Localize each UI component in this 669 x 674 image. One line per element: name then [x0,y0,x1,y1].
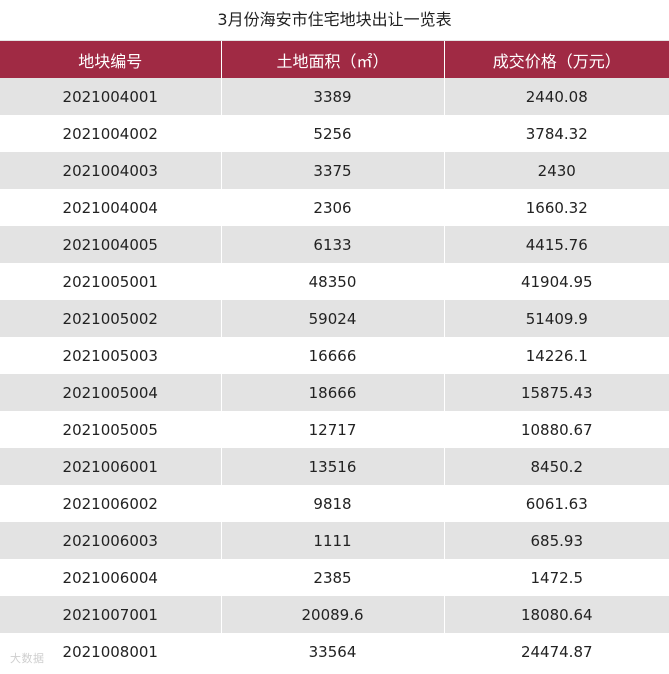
cell-price: 15875.43 [444,374,669,411]
cell-land-area: 33564 [221,633,445,670]
cell-price: 2440.08 [444,78,669,115]
cell-price: 14226.1 [444,337,669,374]
cell-plot-id: 2021005005 [0,411,222,448]
cell-price: 2430 [444,152,669,189]
cell-plot-id: 2021006003 [0,522,222,559]
cell-land-area: 13516 [221,448,445,485]
table-row: 2021005005 12717 10880.67 [0,411,669,448]
table-row: 2021006003 1111 685.93 [0,522,669,559]
cell-price: 10880.67 [444,411,669,448]
cell-land-area: 48350 [221,263,445,300]
cell-plot-id: 2021004003 [0,152,222,189]
cell-land-area: 1111 [221,522,445,559]
table-row: 2021004002 5256 3784.32 [0,115,669,152]
cell-land-area: 16666 [221,337,445,374]
cell-land-area: 18666 [221,374,445,411]
cell-plot-id: 2021008001 [0,633,222,670]
table-row: 2021006002 9818 6061.63 [0,485,669,522]
cell-price: 685.93 [444,522,669,559]
cell-land-area: 5256 [221,115,445,152]
cell-price: 24474.87 [444,633,669,670]
header-plot-id: 地块编号 [0,41,222,78]
table-title: 3月份海安市住宅地块出让一览表 [0,0,669,41]
table-row: 2021007001 20089.6 18080.64 [0,596,669,633]
cell-price: 41904.95 [444,263,669,300]
table-row: 2021006004 2385 1472.5 [0,559,669,596]
table-row: 2021004003 3375 2430 [0,152,669,189]
cell-land-area: 2385 [221,559,445,596]
cell-land-area: 2306 [221,189,445,226]
table-row: 2021004005 6133 4415.76 [0,226,669,263]
watermark-logo: 大数据 [10,652,45,665]
cell-land-area: 59024 [221,300,445,337]
cell-plot-id: 2021005003 [0,337,222,374]
cell-plot-id: 2021006004 [0,559,222,596]
cell-plot-id: 2021005001 [0,263,222,300]
table-row: 2021006001 13516 8450.2 [0,448,669,485]
table-row: 2021004004 2306 1660.32 [0,189,669,226]
table-row: 2021005002 59024 51409.9 [0,300,669,337]
cell-plot-id: 2021004001 [0,78,222,115]
header-land-area: 土地面积（㎡） [221,41,445,78]
cell-plot-id: 2021005002 [0,300,222,337]
cell-land-area: 12717 [221,411,445,448]
cell-price: 51409.9 [444,300,669,337]
table-row: 2021004001 3389 2440.08 [0,78,669,115]
table-row: 2021005001 48350 41904.95 [0,263,669,300]
cell-price: 6061.63 [444,485,669,522]
header-row: 地块编号 土地面积（㎡） 成交价格（万元） [0,41,669,78]
table-row: 2021005004 18666 15875.43 [0,374,669,411]
cell-price: 3784.32 [444,115,669,152]
cell-plot-id: 2021004002 [0,115,222,152]
cell-land-area: 9818 [221,485,445,522]
cell-price: 1660.32 [444,189,669,226]
header-price: 成交价格（万元） [444,41,669,78]
cell-price: 18080.64 [444,596,669,633]
cell-plot-id: 2021007001 [0,596,222,633]
table-row: 2021005003 16666 14226.1 [0,337,669,374]
cell-land-area: 3389 [221,78,445,115]
cell-land-area: 20089.6 [221,596,445,633]
cell-plot-id: 2021006001 [0,448,222,485]
cell-plot-id: 2021004004 [0,189,222,226]
cell-price: 4415.76 [444,226,669,263]
cell-plot-id: 2021006002 [0,485,222,522]
cell-price: 1472.5 [444,559,669,596]
land-transfer-table: 地块编号 土地面积（㎡） 成交价格（万元） 2021004001 3389 2440… [0,41,669,670]
table-row: 2021008001 33564 24474.87 [0,633,669,670]
cell-land-area: 3375 [221,152,445,189]
cell-plot-id: 2021005004 [0,374,222,411]
cell-plot-id: 2021004005 [0,226,222,263]
cell-land-area: 6133 [221,226,445,263]
cell-price: 8450.2 [444,448,669,485]
